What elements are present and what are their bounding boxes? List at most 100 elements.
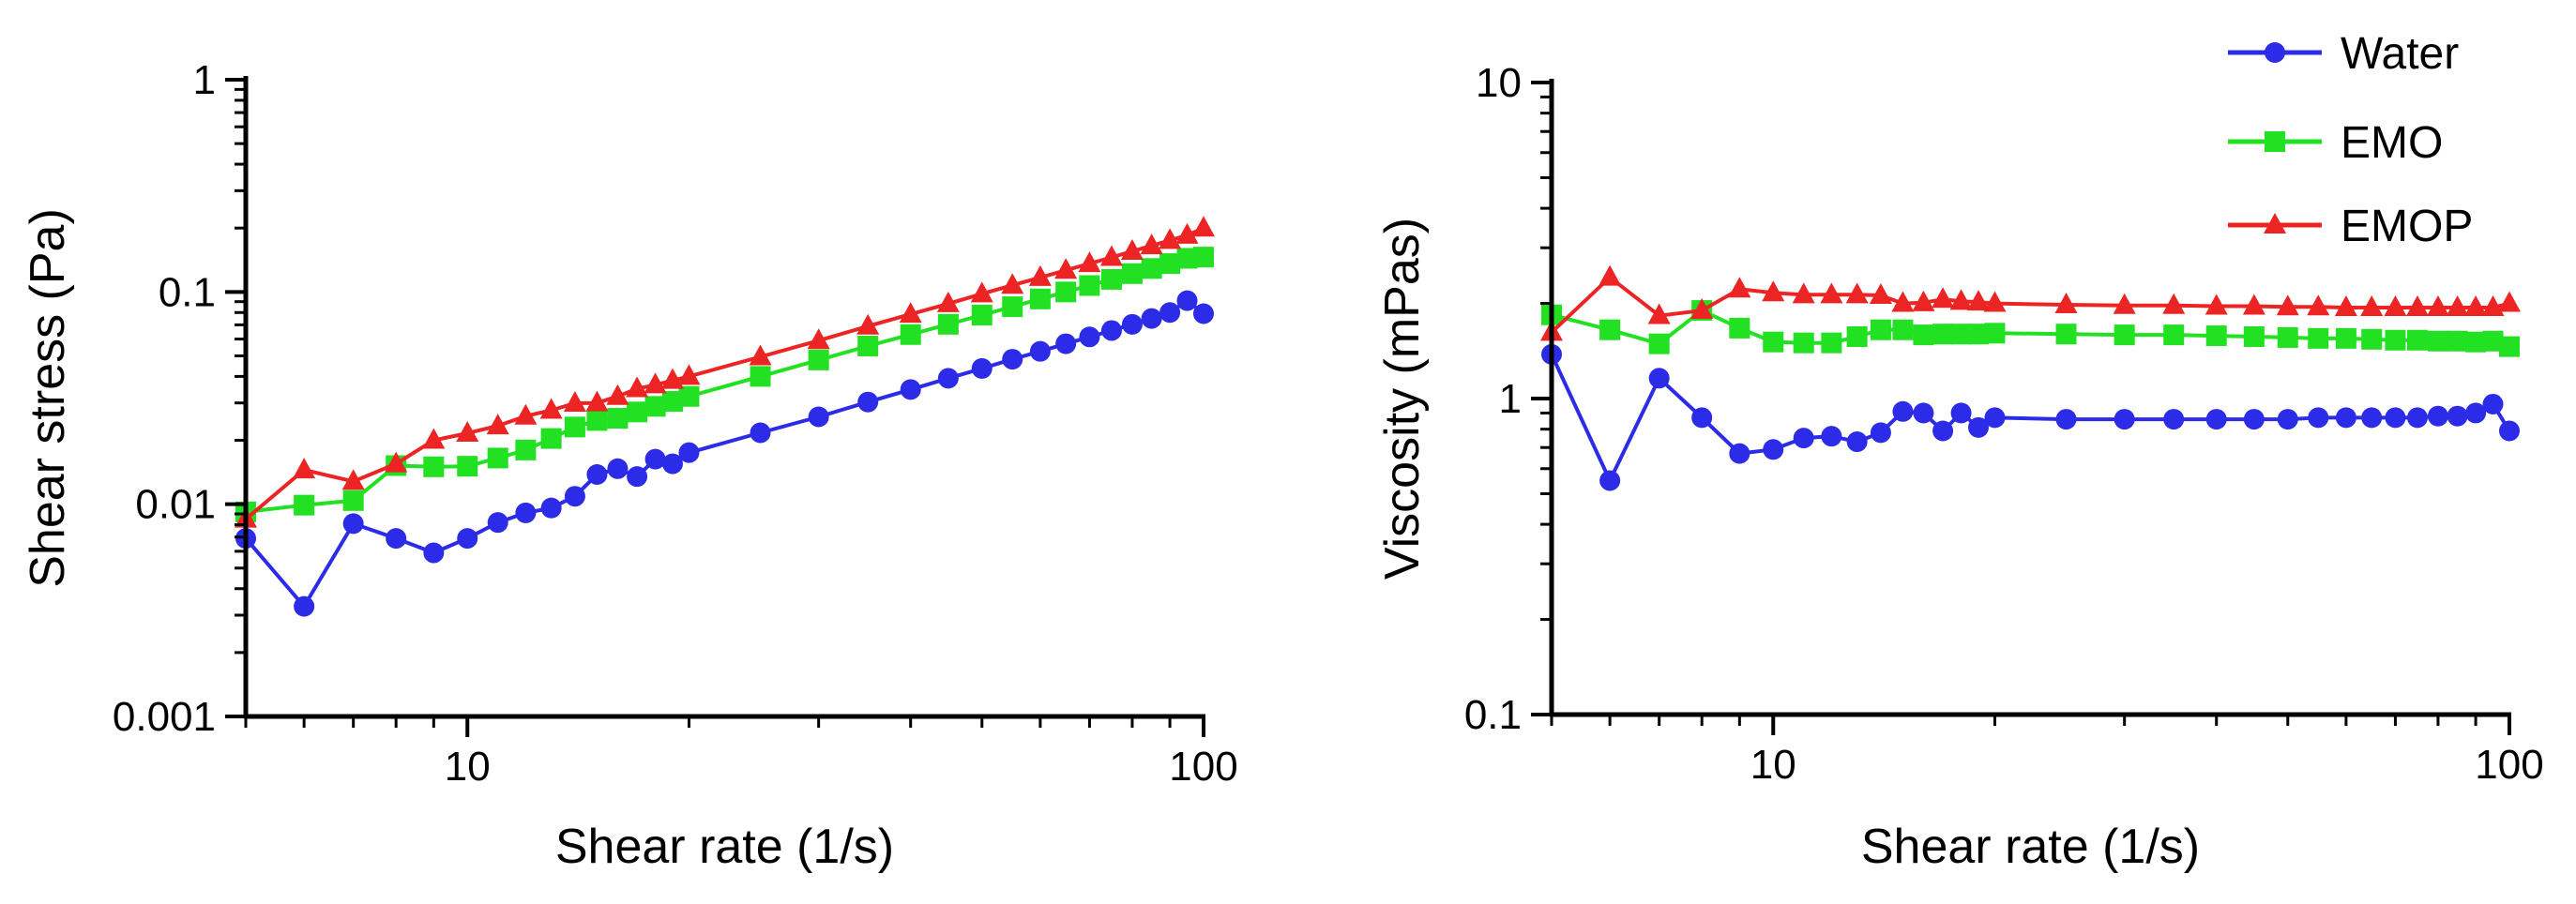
data-point-emop [1932, 287, 1955, 309]
data-point-emo [564, 416, 585, 438]
data-point-emo [1055, 281, 1077, 303]
data-point-water [750, 422, 771, 444]
data-point-water [678, 442, 700, 463]
data-point-emop [2464, 295, 2488, 317]
y-tick-label: 1 [1499, 376, 1522, 422]
data-point-water [487, 512, 508, 534]
data-point-emo [750, 366, 771, 387]
data-point-emo [2055, 324, 2077, 345]
data-point-emop [2334, 295, 2357, 317]
data-point-emop [644, 372, 667, 394]
data-point-emo [2361, 328, 2383, 350]
data-point-emo [607, 408, 629, 429]
data-point-emo [487, 447, 508, 469]
data-point-water [2205, 409, 2227, 430]
data-point-water [423, 542, 445, 564]
legend-item-emo: EMO [2228, 118, 2443, 168]
data-point-emo [1079, 275, 1100, 296]
data-point-water [2385, 407, 2406, 429]
data-point-emop [1690, 298, 1714, 320]
series-water [235, 290, 1214, 617]
data-point-emop [585, 390, 609, 412]
data-point-water [294, 595, 315, 617]
y-tick-label: 0.1 [159, 269, 216, 315]
y-tick-label: 10 [1476, 60, 1522, 106]
data-point-water [2482, 393, 2504, 414]
data-point-emo [627, 401, 648, 423]
data-point-water [607, 458, 629, 479]
data-point-water [1100, 320, 1122, 341]
data-point-emop [2498, 291, 2521, 312]
data-point-emo [1029, 288, 1051, 309]
data-point-emop [1599, 264, 1622, 286]
data-point-emop [1762, 280, 1785, 302]
series-water [1541, 343, 2520, 491]
data-point-emo [971, 305, 993, 326]
data-point-emop [1845, 282, 1869, 304]
legend-marker-emo [2265, 131, 2285, 152]
data-point-water [2499, 420, 2520, 442]
x-axis-title: Shear rate (1/s) [555, 820, 894, 874]
data-point-water [2361, 407, 2383, 429]
data-point-emop [2162, 293, 2186, 314]
data-point-emop [1949, 289, 1973, 310]
data-point-emo [1729, 317, 1750, 339]
y-tick-label: 1 [193, 57, 216, 103]
data-point-emo [937, 313, 959, 335]
data-point-water [1648, 368, 1670, 389]
data-point-emop [1647, 303, 1671, 324]
data-point-emop [1192, 216, 1215, 237]
data-point-water [1892, 400, 1914, 422]
data-point-emop [2481, 295, 2505, 317]
data-point-emo [423, 456, 445, 477]
data-point-water [1193, 303, 1214, 324]
legend-item-water: Water [2228, 29, 2459, 79]
data-point-emop [936, 291, 960, 312]
data-point-water [2055, 409, 2077, 430]
legend-item-emop: EMOP [2228, 202, 2473, 251]
data-point-water [2406, 407, 2428, 429]
data-point-emop [2426, 295, 2449, 317]
legend: Water EMO EMOP [2228, 29, 2473, 251]
data-point-water [644, 448, 666, 470]
data-point-water [1055, 333, 1077, 354]
data-point-emo [1193, 247, 1214, 268]
data-point-water [2427, 405, 2448, 427]
data-point-emo [1121, 263, 1143, 284]
data-point-emo [1141, 258, 1162, 279]
data-point-emo [1892, 319, 1914, 340]
data-point-emo [1821, 332, 1842, 354]
data-point-emo [2114, 324, 2135, 346]
data-point-emop [1078, 251, 1101, 273]
data-point-emop [1728, 277, 1751, 298]
data-point-emo [1599, 319, 1621, 340]
data-point-emo [2482, 330, 2504, 352]
data-point-emop [514, 403, 538, 425]
data-point-water [1846, 431, 1868, 453]
data-point-emop [2384, 295, 2407, 317]
data-point-water [808, 406, 829, 428]
data-point-emop [1099, 245, 1123, 266]
y-tick-label: 0.1 [1464, 692, 1522, 738]
y-tick-label: 0.001 [113, 694, 216, 740]
data-point-emo [2163, 324, 2185, 346]
data-point-water [1729, 443, 1750, 464]
legend-marker-water [2265, 42, 2285, 63]
data-point-emop [2242, 294, 2265, 315]
data-point-emop [422, 428, 446, 449]
data-point-emo [2427, 330, 2448, 352]
data-point-emop [2276, 294, 2299, 316]
data-point-emo [1159, 253, 1181, 275]
legend-label: Water [2341, 29, 2459, 79]
x-tick-label: 10 [445, 744, 491, 790]
data-point-emop [2054, 293, 2078, 314]
data-point-emo [1793, 332, 1814, 354]
data-point-water [540, 497, 562, 519]
data-point-emop [563, 391, 586, 413]
data-point-emo [1846, 325, 1868, 347]
data-point-water [2114, 409, 2135, 430]
data-point-emop [1912, 290, 1935, 311]
data-point-water [386, 528, 407, 550]
data-point-emo [2385, 329, 2406, 351]
data-point-emo [2335, 327, 2356, 349]
